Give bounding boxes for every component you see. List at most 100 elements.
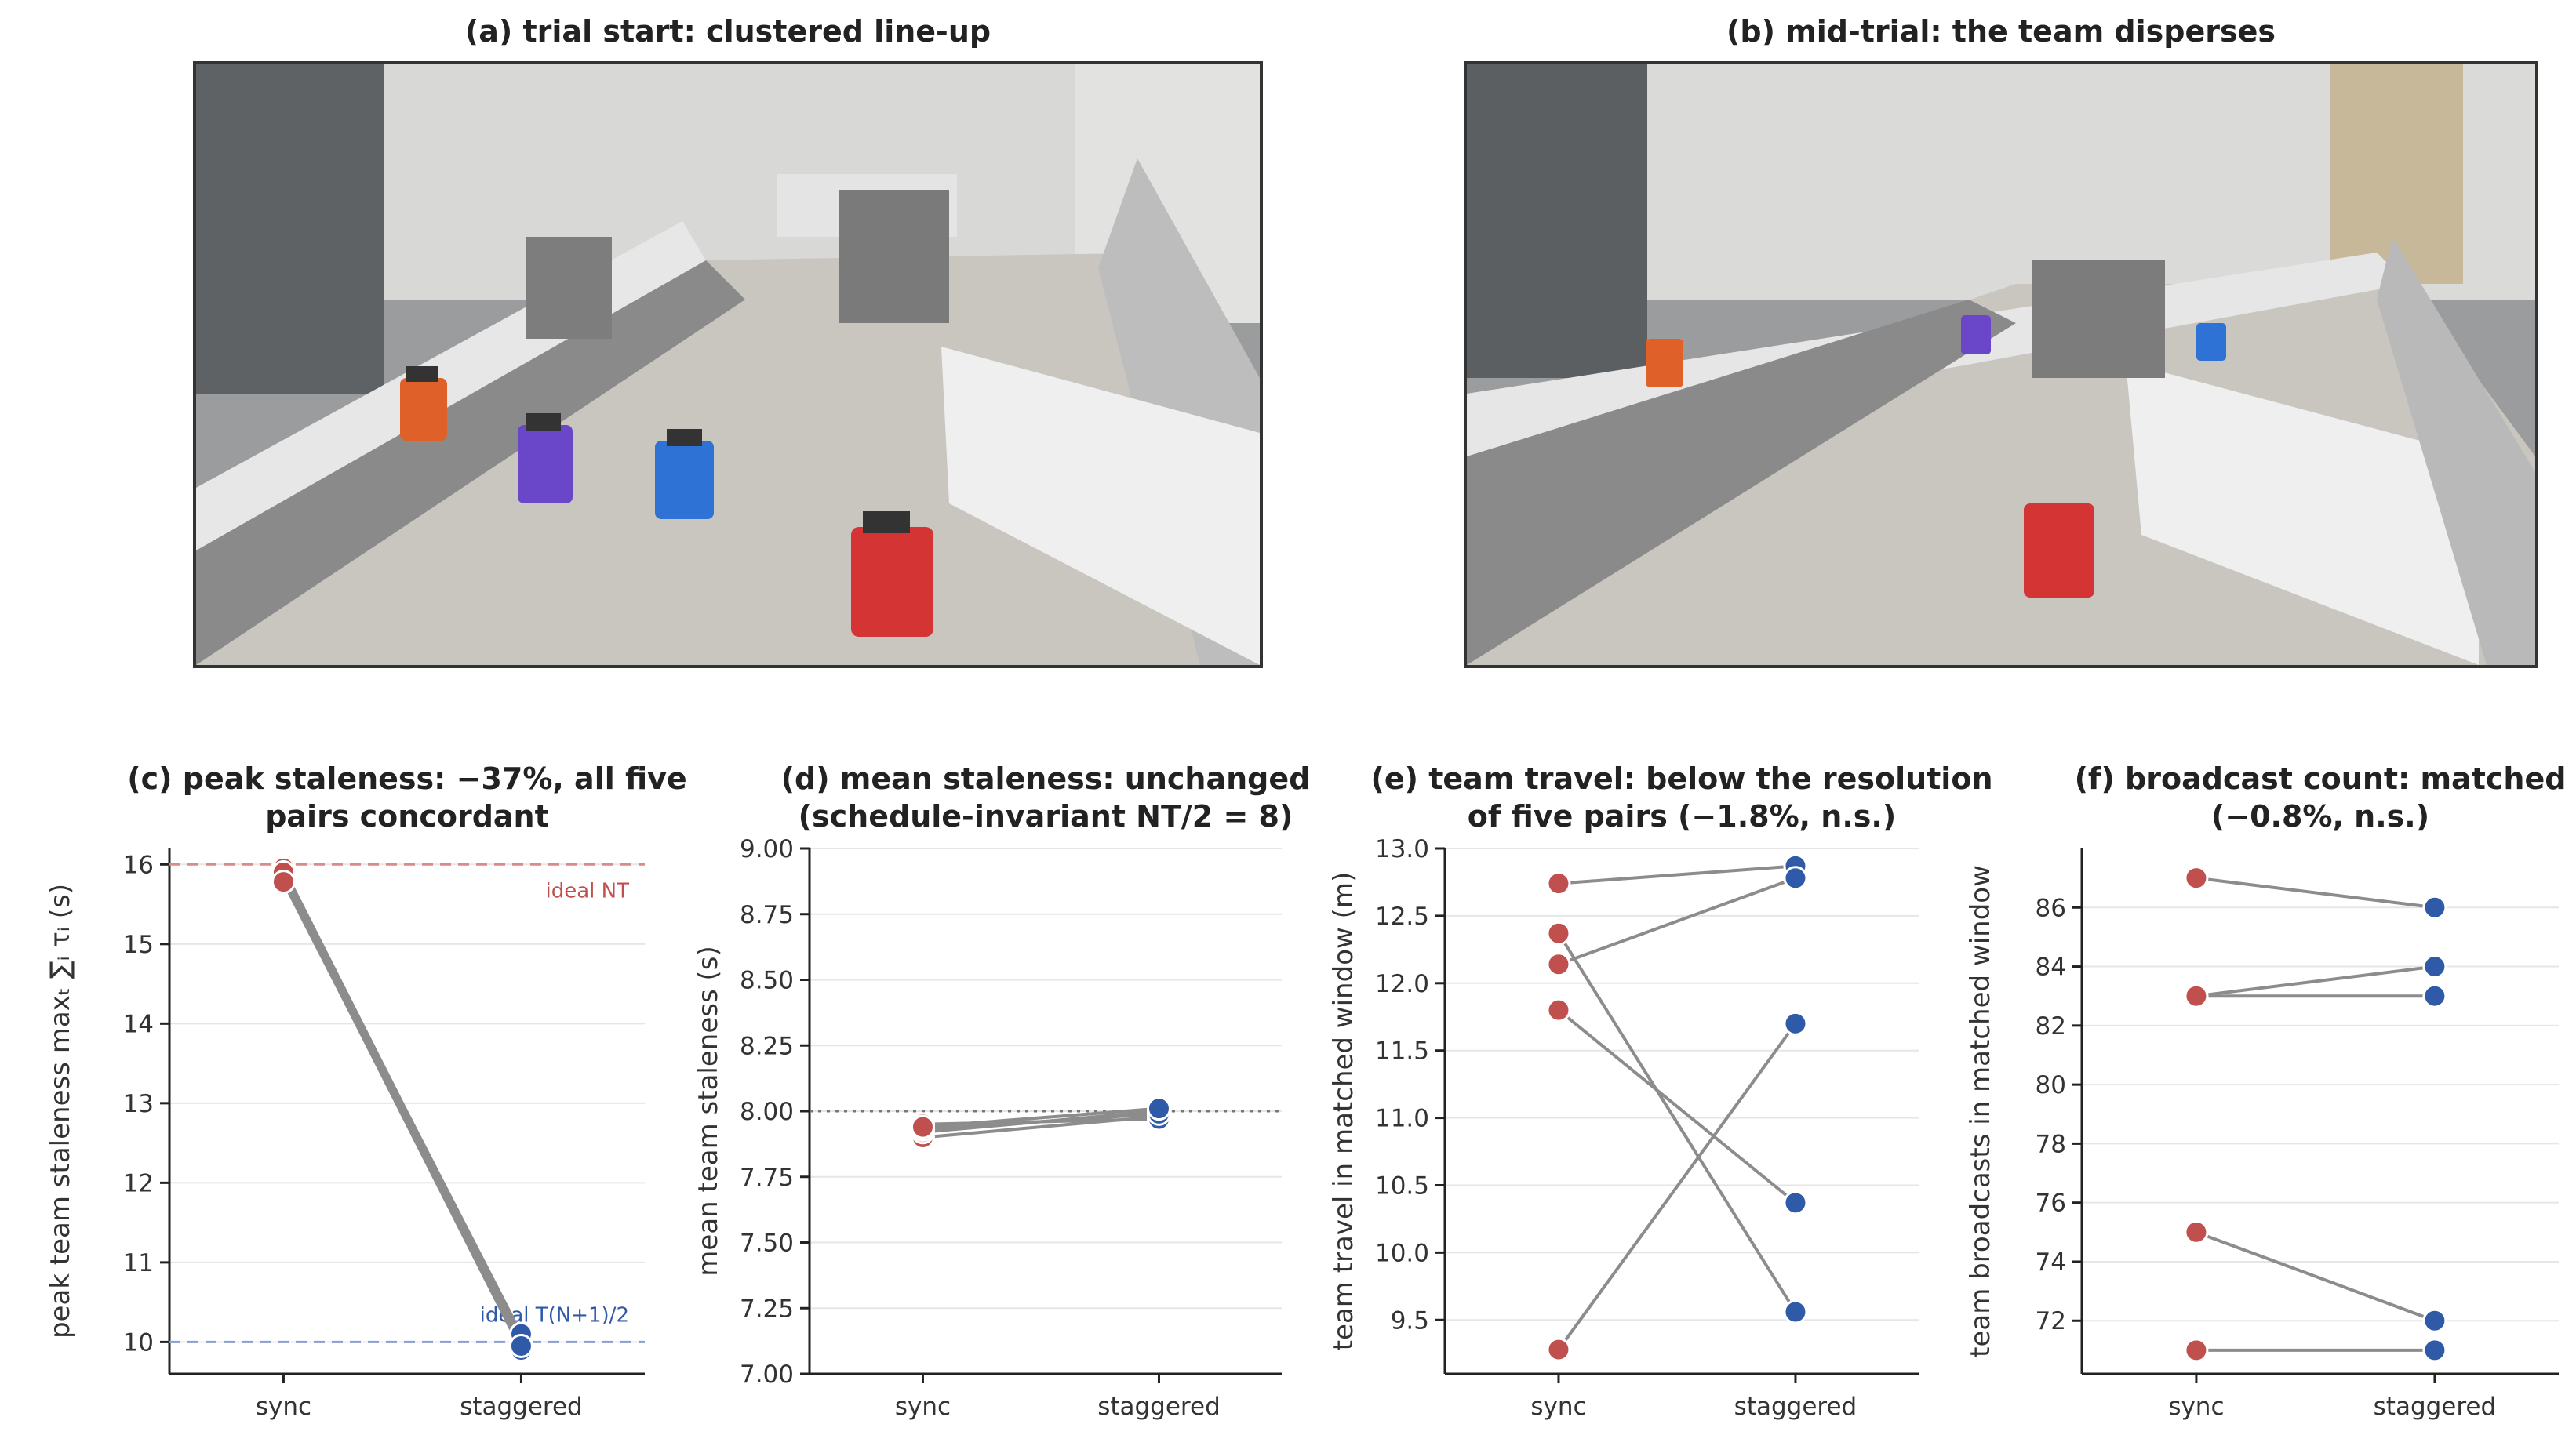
- staggered-point: [1783, 1190, 1808, 1215]
- y-tick-label: 12.0: [1375, 970, 1429, 998]
- y-tick-label: 9.5: [1391, 1306, 1429, 1335]
- x-tick-label: staggered: [460, 1393, 583, 1421]
- y-tick-label: 14: [123, 1010, 154, 1038]
- reference-label: ideal NT: [546, 879, 630, 903]
- y-tick-label: 78: [2036, 1130, 2066, 1158]
- pair-line: [282, 871, 523, 1335]
- staggered-point: [1783, 866, 1808, 891]
- y-tick-label: 8.75: [740, 901, 794, 929]
- arena-scene-b: [1467, 64, 2535, 665]
- chart-subtitle: of five pairs (−1.8%, n.s.): [1468, 799, 1896, 834]
- pair-line: [922, 1112, 1159, 1132]
- chart-title: (c) peak staleness: −37%, all five: [127, 761, 686, 796]
- robot-red-icon: [2024, 503, 2094, 598]
- sync-point: [910, 1114, 935, 1139]
- pair-line: [282, 881, 523, 1347]
- sync-point: [1546, 952, 1571, 977]
- robot-orange-icon: [1646, 339, 1683, 387]
- x-tick-label: sync: [2168, 1393, 2224, 1421]
- sync-point: [2184, 1338, 2209, 1363]
- staggered-point: [1146, 1096, 1171, 1121]
- y-tick-label: 7.50: [740, 1230, 794, 1258]
- robot-blue-icon: [655, 429, 714, 519]
- x-tick-label: sync: [895, 1393, 951, 1421]
- pair-line: [1557, 1023, 1797, 1351]
- y-axis-label: peak team staleness maxₜ ∑ᵢ τᵢ (s): [45, 884, 76, 1339]
- y-axis-label: mean team staleness (s): [693, 946, 724, 1276]
- chart-panel-e: 9.5 10.0 10.5 11.0 11.5 12.0 12.5 13.0 sync stagg…: [1328, 761, 1993, 1421]
- y-tick-label: 13: [123, 1090, 154, 1118]
- pair-line: [1558, 876, 1796, 966]
- robot-purple-icon: [1961, 315, 1991, 354]
- y-tick-label: 10.0: [1375, 1239, 1429, 1267]
- y-tick-label: 10: [123, 1328, 154, 1357]
- y-tick-label: 8.00: [740, 1098, 794, 1126]
- x-tick-label: sync: [256, 1393, 311, 1421]
- y-tick-label: 16: [123, 851, 154, 879]
- chart-subtitle: pairs concordant: [265, 799, 549, 834]
- sync-point: [2184, 983, 2209, 1008]
- x-tick-label: staggered: [2374, 1393, 2497, 1421]
- y-tick-label: 76: [2036, 1190, 2066, 1218]
- y-tick-label: 11: [123, 1249, 154, 1277]
- y-tick-label: 7.00: [740, 1361, 794, 1389]
- sync-point: [1546, 1337, 1571, 1362]
- y-tick-label: 74: [2036, 1248, 2066, 1277]
- robot-red-icon: [851, 511, 933, 637]
- y-tick-label: 7.75: [740, 1164, 794, 1192]
- pair-line: [1557, 932, 1797, 1313]
- y-tick-label: 8.25: [740, 1032, 794, 1060]
- staggered-point: [2422, 954, 2447, 979]
- photo-a-title: (a) trial start: clustered line-up: [464, 14, 991, 49]
- chart-panel-d: 7.00 7.25 7.50 7.75 8.00 8.25 8.50 8.75 9.00 sync…: [693, 761, 1310, 1421]
- y-tick-label: 9.00: [740, 835, 794, 863]
- x-tick-label: staggered: [1734, 1393, 1857, 1421]
- chart-title: (e) team travel: below the resolution: [1370, 761, 1992, 796]
- y-tick-label: 8.50: [740, 967, 794, 995]
- pair-line: [1558, 864, 1796, 885]
- chart-title: (d) mean staleness: unchanged: [781, 761, 1311, 796]
- y-tick-label: 7.25: [740, 1295, 794, 1323]
- robot-blue-icon: [2196, 323, 2226, 361]
- robot-orange-icon: [400, 366, 447, 441]
- chart-title: (f) broadcast count: matched: [2075, 761, 2567, 796]
- staggered-point: [2422, 1338, 2447, 1363]
- y-tick-label: 11.5: [1375, 1037, 1429, 1066]
- chart-subtitle: (−0.8%, n.s.): [2211, 799, 2429, 834]
- chart-subtitle: (schedule-invariant NT/2 = 8): [799, 799, 1293, 834]
- sync-point: [1546, 997, 1571, 1023]
- staggered-point: [508, 1333, 533, 1358]
- arena-scene-a: [196, 64, 1260, 665]
- photo-a-trial-start: [193, 61, 1263, 668]
- sync-point: [1546, 921, 1571, 946]
- staggered-point: [2422, 1308, 2447, 1333]
- sync-point: [1546, 871, 1571, 896]
- photo-b-title: (b) mid-trial: the team disperses: [1726, 14, 2276, 49]
- sync-point: [271, 870, 296, 895]
- y-tick-label: 82: [2036, 1012, 2066, 1041]
- pair-line: [1557, 1008, 1797, 1204]
- y-tick-label: 86: [2036, 894, 2066, 922]
- sync-point: [2184, 866, 2209, 891]
- staggered-point: [1783, 1299, 1808, 1324]
- y-tick-label: 12: [123, 1169, 154, 1197]
- y-tick-label: 80: [2036, 1071, 2066, 1099]
- y-axis-label: team travel in matched window (m): [1328, 872, 1359, 1351]
- sync-point: [2184, 1219, 2209, 1244]
- chart-panel-f: 72 74 76 78 80 82 84 86 sync staggered (f) broadca…: [1965, 761, 2566, 1421]
- robot-purple-icon: [518, 413, 573, 503]
- y-axis-label: team broadcasts in matched window: [1965, 865, 1996, 1357]
- pair-line: [2196, 876, 2436, 910]
- y-tick-label: 13.0: [1375, 835, 1429, 863]
- y-tick-label: 10.5: [1375, 1172, 1429, 1200]
- y-tick-label: 12.5: [1375, 903, 1429, 931]
- pair-line: [2196, 965, 2436, 998]
- staggered-point: [1783, 1011, 1808, 1036]
- pair-line: [282, 875, 523, 1343]
- y-tick-label: 84: [2036, 954, 2066, 982]
- x-tick-label: staggered: [1097, 1393, 1221, 1421]
- y-tick-label: 11.0: [1375, 1105, 1429, 1133]
- x-tick-label: sync: [1530, 1393, 1586, 1421]
